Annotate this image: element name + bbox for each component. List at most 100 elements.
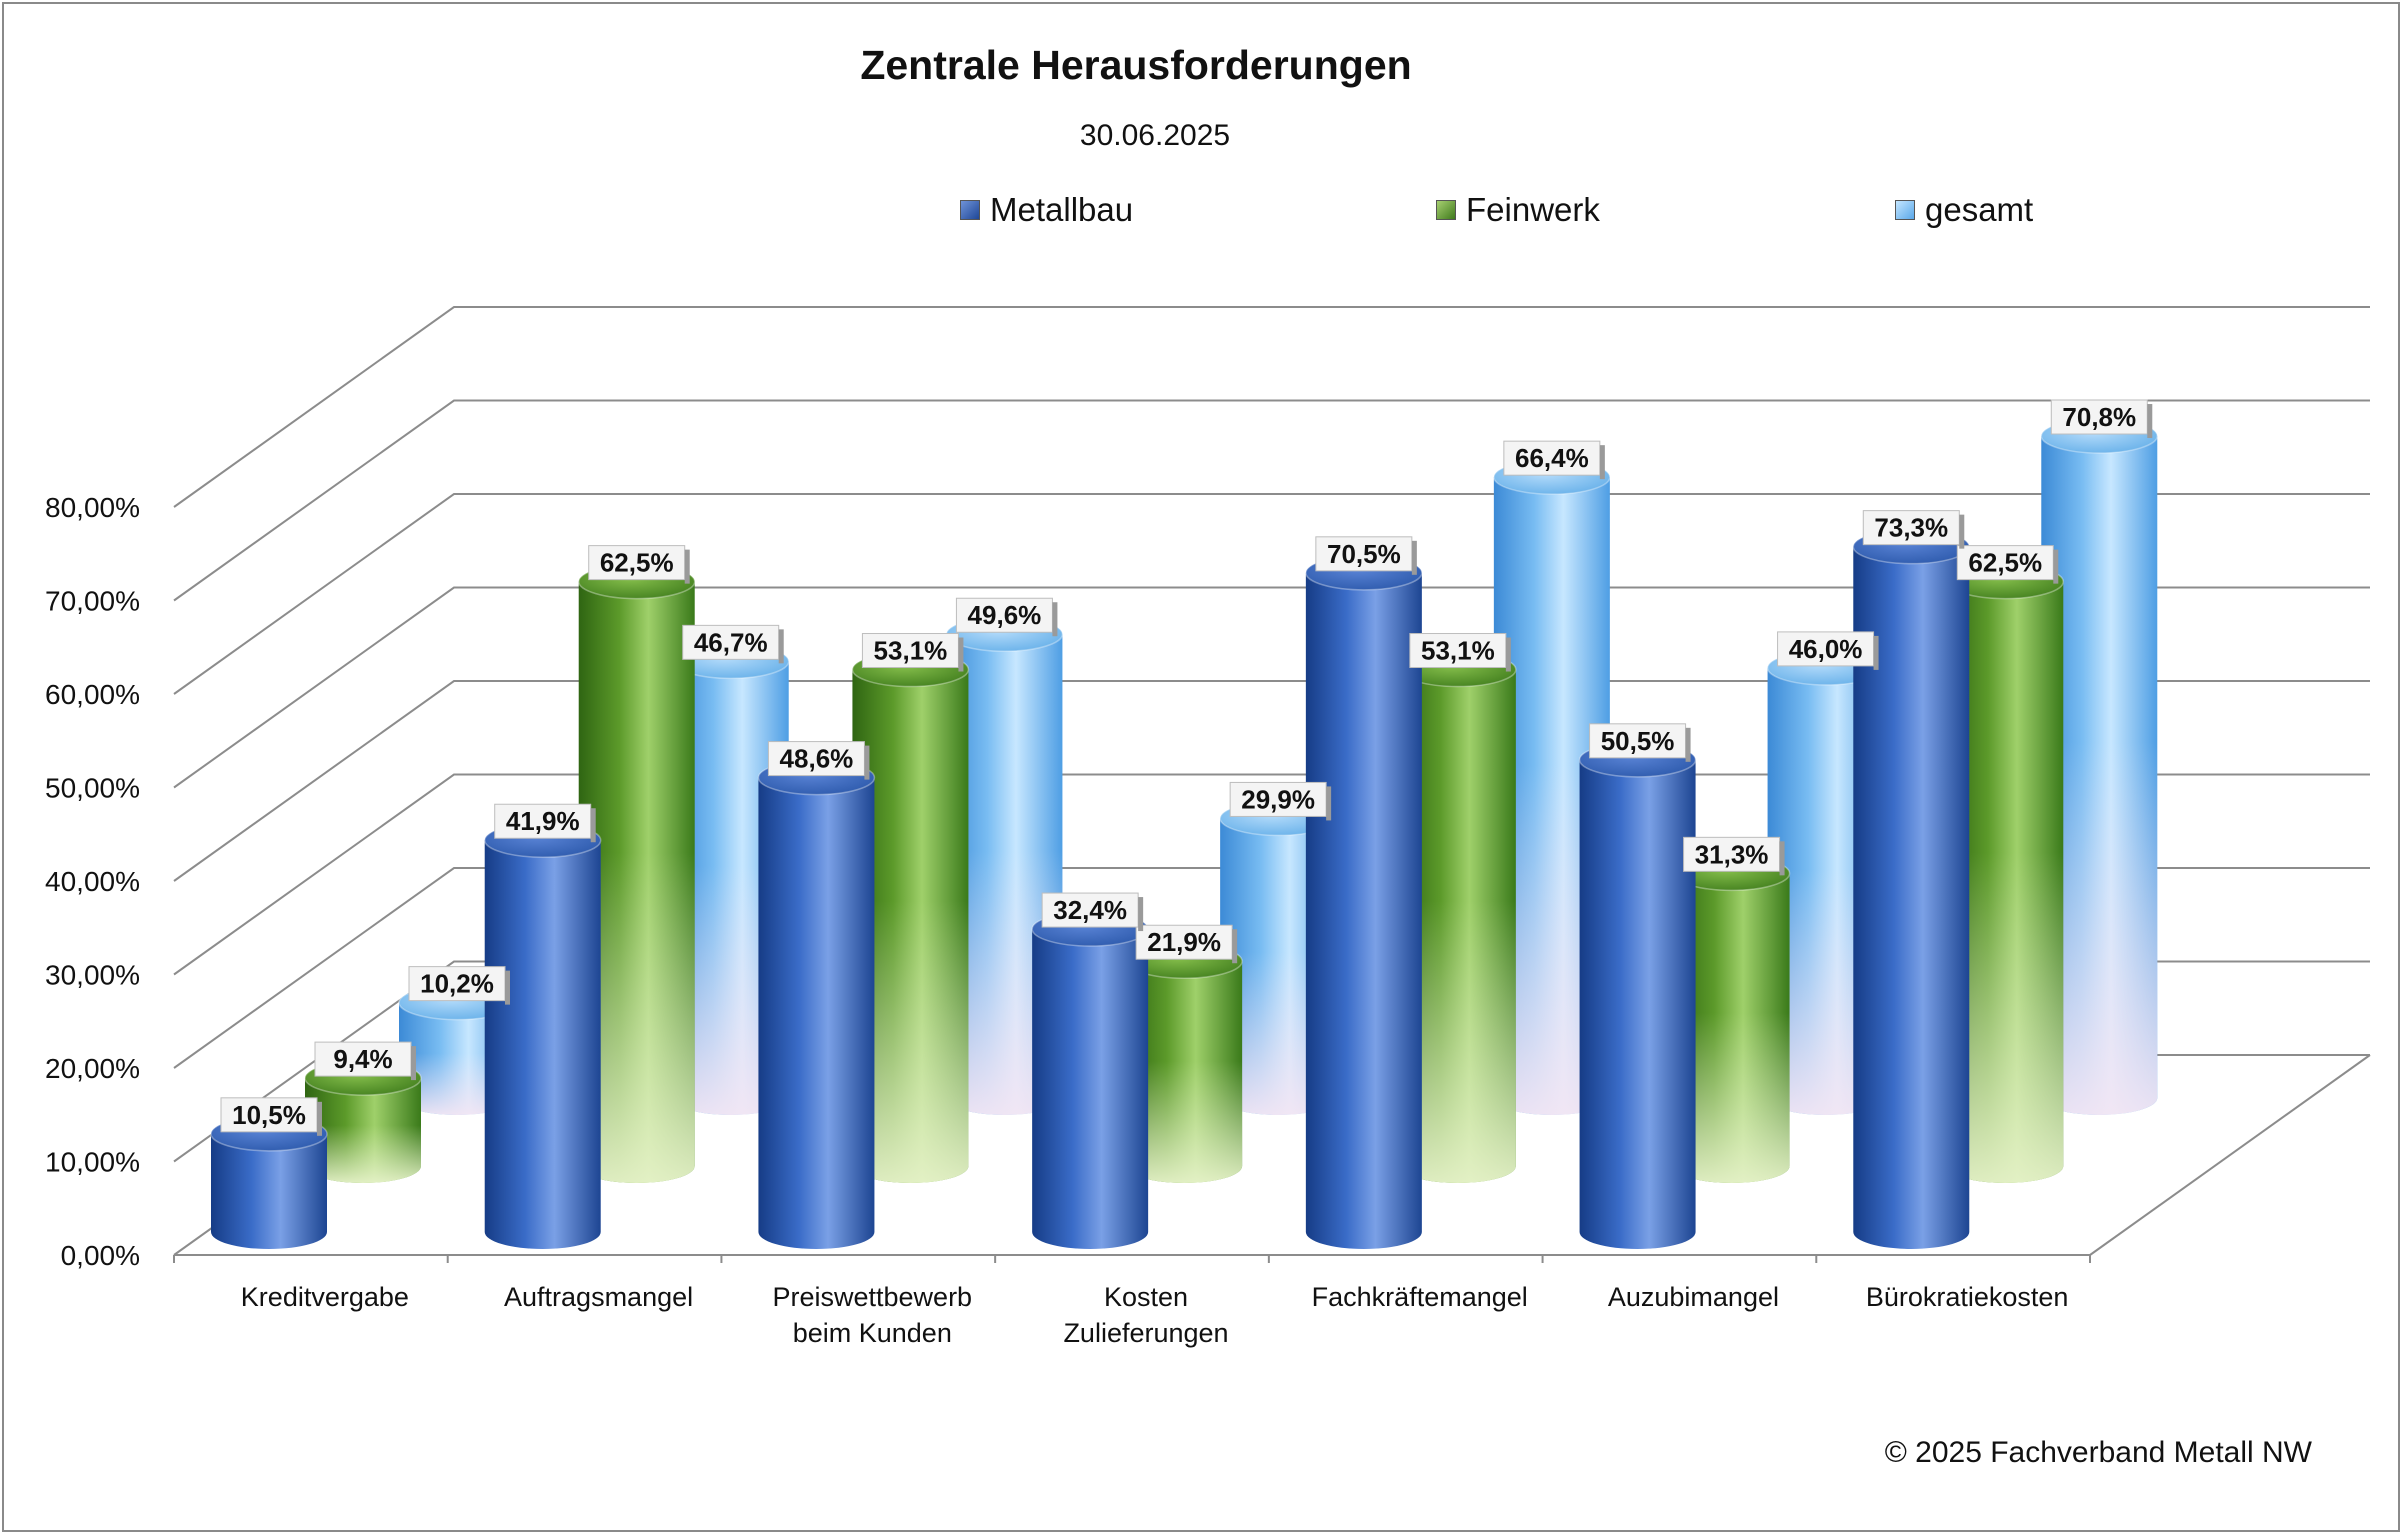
data-label-text: 29,9%: [1241, 784, 1315, 814]
bar-body: [1032, 929, 1149, 1249]
data-label-feinwerk-4: 21,9%: [1135, 924, 1238, 964]
y-tick-label: 30,00%: [45, 960, 140, 991]
bar-fade: [578, 581, 695, 1183]
data-label-shadow: [1411, 540, 1417, 575]
bar-fade: [852, 669, 969, 1183]
y-tick-label: 20,00%: [45, 1053, 140, 1084]
data-label-shadow: [590, 808, 596, 843]
data-label-text: 73,3%: [1874, 513, 1948, 543]
x-tick-label: Auftragsmangel: [504, 1282, 693, 1312]
data-label-box: [682, 624, 780, 660]
data-label-box: [588, 545, 686, 581]
x-tick-label: Fachkräftemangel: [1312, 1282, 1528, 1312]
bar-metallbau-6: [1578, 742, 1697, 1249]
data-labels: 10,2% 46,7% 49,6% 29,9% 66,4% 46,0% 70,8% 9,4% 6…: [220, 399, 2153, 1136]
legend-label-gesamt: gesamt: [1925, 191, 2034, 228]
data-label-shadow: [1232, 929, 1238, 964]
data-label-text: 10,2%: [420, 969, 494, 999]
data-label-box: [767, 741, 865, 777]
data-label-shadow: [864, 745, 870, 780]
y-tick-label: 60,00%: [45, 679, 140, 710]
data-label-shadow: [317, 1101, 322, 1136]
data-label-shadow: [778, 629, 784, 664]
gridline: [173, 306, 2370, 508]
legend-swatch-gesamt: [1895, 200, 1915, 220]
bar-fade: [1399, 669, 1516, 1183]
bars: [210, 418, 2159, 1249]
bar-feinwerk-6: [1672, 855, 1791, 1183]
data-label-shadow: [2053, 549, 2059, 584]
gridline: [173, 493, 2370, 695]
copyright-note: © 2025 Fachverband Metall NW: [1884, 1436, 2312, 1469]
data-label-metallbau-7: 73,3%: [1862, 510, 1965, 549]
x-tick-label: Zulieferungen: [1063, 1318, 1228, 1348]
legend-item-metallbau: Metallbau: [960, 190, 1133, 230]
data-label-box: [314, 1041, 412, 1077]
x-tick-label: Kreditvergabe: [241, 1282, 409, 1312]
data-label-box: [955, 597, 1053, 633]
data-label-text: 21,9%: [1147, 927, 1221, 957]
chart-title: Zentrale Herausforderungen: [860, 42, 1412, 88]
data-label-feinwerk-6: 31,3%: [1683, 836, 1785, 876]
gridline: [173, 586, 2370, 789]
data-label-text: 31,3%: [1695, 839, 1769, 869]
x-tick-label: Bürokratiekosten: [1866, 1282, 2069, 1312]
data-label-shadow: [1873, 635, 1879, 670]
data-label-box: [1409, 633, 1507, 669]
data-label-text: 66,4%: [1515, 443, 1589, 473]
data-label-box: [408, 966, 506, 1002]
bar-feinwerk-1: [304, 1060, 422, 1183]
legend-swatch-metallbau: [960, 200, 980, 220]
data-label-shadow: [2147, 404, 2153, 439]
y-tick-label: 50,00%: [45, 773, 140, 804]
data-label-shadow: [1779, 841, 1785, 876]
data-label-text: 53,1%: [874, 636, 948, 666]
data-label-shadow: [1599, 445, 1605, 480]
legend-item-gesamt: gesamt: [1895, 190, 2033, 230]
chart-subtitle: 30.06.2025: [1079, 119, 1231, 152]
bar-feinwerk-7: [1946, 563, 2065, 1183]
bar-body: [484, 840, 601, 1249]
data-label-box: [2050, 399, 2148, 435]
gridline: [173, 680, 2370, 882]
data-label-feinwerk-5: 53,1%: [1409, 633, 1511, 672]
data-label-metallbau-3: 48,6%: [767, 741, 870, 780]
bar-fade: [1947, 581, 2064, 1183]
data-label-text: 41,9%: [506, 806, 580, 836]
bar-gesamt-7: [2040, 418, 2159, 1115]
bar-metallbau-1: [210, 1116, 328, 1249]
bar-body: [1579, 759, 1696, 1249]
bar-body: [758, 777, 875, 1249]
data-label-gesamt-5: 66,4%: [1503, 440, 1605, 480]
data-label-box: [494, 803, 592, 839]
data-label-feinwerk-1: 9,4%: [314, 1041, 416, 1081]
x-tick-label: Preiswettbewerb: [772, 1282, 972, 1312]
data-label-text: 10,5%: [232, 1100, 306, 1130]
data-label-text: 46,0%: [1789, 634, 1863, 664]
legend-item-feinwerk: Feinwerk: [1436, 190, 1600, 230]
gridline: [173, 773, 2370, 976]
data-label-shadow: [1959, 514, 1965, 549]
data-label-feinwerk-3: 53,1%: [861, 633, 964, 672]
data-label-text: 62,5%: [1968, 548, 2042, 578]
data-label-metallbau-6: 50,5%: [1589, 723, 1691, 762]
legend-swatch-feinwerk: [1436, 200, 1456, 220]
bar-fade: [1673, 873, 1790, 1183]
legend-label-metallbau: Metallbau: [990, 191, 1134, 228]
data-label-box: [1041, 892, 1139, 928]
y-axis-labels: 0,00% 10,00% 20,00% 30,00% 40,00% 50,00% 60,00…: [45, 492, 140, 1271]
x-tick-label: Auzubimangel: [1608, 1282, 1779, 1312]
data-label-shadow: [411, 1046, 416, 1081]
data-label-box: [1229, 781, 1327, 817]
data-label-feinwerk-7: 62,5%: [1956, 545, 2059, 584]
data-label-metallbau-5: 70,5%: [1315, 536, 1417, 575]
data-label-text: 70,8%: [2062, 402, 2136, 432]
data-label-shadow: [1138, 897, 1144, 932]
y-tick-label: 10,00%: [45, 1147, 140, 1178]
data-label-shadow: [684, 549, 690, 584]
data-label-box: [1503, 440, 1601, 476]
bar-body: [1853, 546, 1970, 1249]
bar-fade: [305, 1078, 421, 1183]
data-label-text: 49,6%: [968, 600, 1042, 630]
